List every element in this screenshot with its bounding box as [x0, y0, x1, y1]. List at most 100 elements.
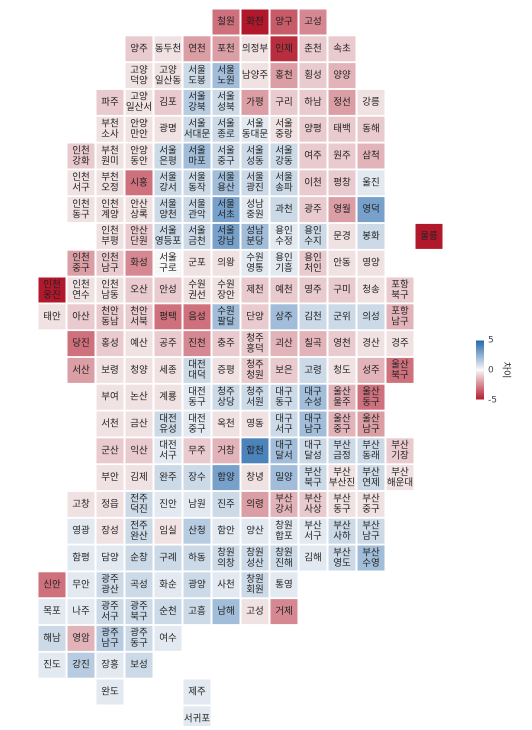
tile-label: 수원 [217, 306, 234, 317]
tile-fill [327, 249, 357, 277]
tile-label: 순창 [130, 553, 148, 564]
tile-fill [240, 196, 270, 224]
tile-label: 북구 [130, 611, 148, 622]
tile: 논산 [124, 383, 154, 411]
tile-label: 장성 [101, 526, 118, 537]
tile-label: 구미 [333, 285, 350, 296]
tile-label: 구례 [159, 553, 176, 564]
tile-fill [269, 410, 299, 438]
tile-label: 거창 [217, 445, 235, 456]
tile-label: 대구 [304, 386, 322, 397]
tile: 동해 [356, 115, 386, 143]
tile: 영월 [327, 196, 357, 224]
tile-label: 합천 [246, 445, 263, 456]
tile-label: 영등포 [155, 236, 181, 247]
tile-fill [298, 222, 328, 250]
tile-fill [124, 356, 154, 384]
tile-fill [356, 356, 386, 384]
tile-fill [153, 571, 183, 599]
tile-label: 사천 [217, 579, 234, 590]
tile-fill [298, 115, 328, 143]
tile-label: 서울 [217, 118, 235, 129]
tile-label: 남구 [304, 424, 322, 435]
tile: 고성 [240, 598, 270, 626]
tile: 해남 [37, 624, 67, 652]
tile: 목포 [37, 598, 67, 626]
tile-label: 양구 [275, 17, 293, 28]
tile-label: 서울 [275, 145, 293, 156]
tile-label: 중구 [217, 156, 235, 167]
tile-fill [269, 88, 299, 116]
tile-label: 서울 [188, 92, 206, 103]
tile-fill [356, 517, 386, 545]
tile-label: 대전 [188, 360, 205, 371]
colorbar-tick-label: 0 [488, 366, 494, 376]
tile-label: 대구 [275, 386, 293, 397]
tile-label: 충주 [217, 338, 235, 349]
tile-label: 양주 [130, 43, 148, 54]
tile-label: 강화 [72, 156, 90, 167]
tile: 경주 [385, 330, 415, 358]
tile-fill [356, 222, 386, 250]
tile-label: 부산 [362, 547, 380, 558]
tile-fill [124, 115, 154, 143]
tile-label: 서울 [275, 172, 293, 183]
tile-fill [211, 142, 241, 170]
tile: 영동 [240, 410, 270, 438]
tile-label: 서천 [101, 419, 118, 430]
tile-label: 연수 [72, 290, 90, 301]
tile-label: 북구 [304, 477, 322, 488]
tile-fill [269, 142, 299, 170]
tile-label: 서울 [159, 252, 177, 263]
tile-label: 의왕 [217, 258, 235, 269]
tile-label: 동해 [362, 123, 379, 135]
tile-label: 진안 [159, 499, 177, 510]
tile-label: 부산 [362, 440, 380, 451]
tile-label: 용인 [275, 252, 292, 263]
tile-label: 울진 [362, 177, 379, 188]
tile-fill [153, 544, 183, 572]
tile: 서산 [66, 356, 96, 384]
tile-label: 부천 [101, 145, 118, 156]
tile-label: 경주 [391, 337, 409, 349]
tile-label: 당진 [72, 338, 89, 349]
tile: 구례 [153, 544, 183, 572]
tile: 김천 [298, 303, 328, 331]
tile-fill [182, 35, 212, 63]
tile-label: 고성 [304, 17, 321, 28]
tile-fill [95, 437, 125, 465]
tile-label: 서울 [217, 226, 235, 237]
tile: 하동 [182, 544, 212, 572]
tile: 장수 [182, 464, 212, 492]
tile-fill [66, 624, 96, 652]
tile: 인제 [269, 35, 299, 63]
tile: 함안 [211, 517, 241, 545]
tile-label: 수원 [217, 279, 234, 290]
tile-label: 동안 [130, 156, 148, 167]
tile-label: 임실 [159, 525, 176, 537]
tile-fill [269, 383, 299, 411]
tile-fill [95, 624, 125, 652]
tile-label: 상록 [130, 209, 148, 220]
tile: 고흥 [182, 598, 212, 626]
tile-label: 의창 [217, 558, 235, 569]
tile-label: 밀양 [275, 471, 293, 483]
tile: 연천 [182, 35, 212, 63]
tile-fill [211, 196, 241, 224]
tile-label: 영주 [304, 285, 322, 296]
tile: 합천 [240, 437, 270, 465]
tile-fill [269, 276, 299, 304]
